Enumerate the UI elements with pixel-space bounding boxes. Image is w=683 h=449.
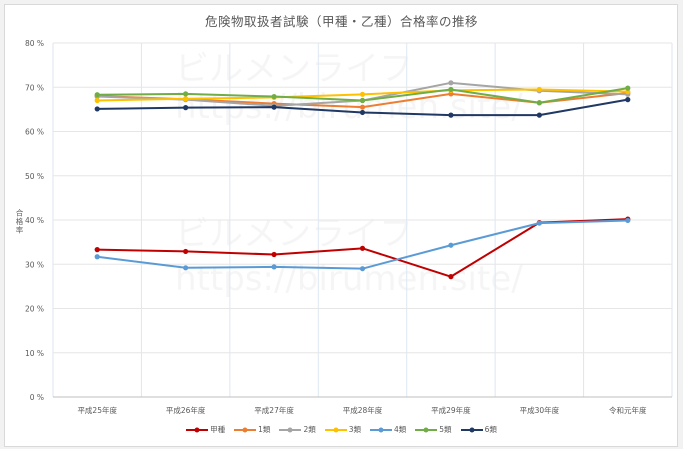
legend: 甲種 1類 2類 3類 4類 5類 6類 [0, 424, 683, 435]
data-point [448, 274, 454, 280]
y-tick-label: 30 % [25, 260, 44, 269]
x-axis-ticks: 平成25年度 平成26年度 平成27年度 平成28年度 平成29年度 平成30年度 令和元年… [77, 405, 647, 415]
data-point [94, 254, 100, 260]
data-point [94, 106, 100, 112]
y-axis-ticks: 0 % 10 % 20 % 30 % 40 % 50 % 60 % 70 % 80 % [25, 39, 44, 402]
legend-label: 3類 [348, 425, 361, 434]
x-tick-label: 平成29年度 [431, 405, 471, 415]
legend-item: 甲種 [186, 424, 225, 435]
legend-marker-icon [279, 427, 302, 432]
data-point [359, 245, 366, 251]
x-tick-label: 平成25年度 [77, 405, 117, 415]
data-point [448, 242, 454, 248]
data-point [94, 97, 100, 104]
x-tick-label: 平成28年度 [343, 405, 383, 415]
data-point [359, 104, 366, 110]
legend-item: 4類 [370, 424, 406, 435]
legend-marker-icon [324, 427, 347, 432]
legend-label: 甲種 [210, 425, 226, 434]
legend-item: 3類 [324, 424, 361, 435]
data-point [271, 251, 277, 258]
x-tick-label: 平成30年度 [520, 405, 560, 415]
data-point [536, 220, 542, 226]
x-tick-label: 平成26年度 [166, 405, 206, 415]
data-point [448, 80, 454, 86]
legend-marker-icon [370, 427, 392, 432]
y-tick-label: 80 % [25, 39, 44, 48]
data-point [359, 109, 366, 116]
legend-marker-icon [460, 427, 483, 432]
legend-label: 6類 [484, 425, 497, 434]
data-point [183, 105, 189, 111]
legend-label: 4類 [394, 425, 407, 434]
series-line [94, 97, 631, 118]
data-point [183, 91, 189, 97]
legend-marker-icon [234, 427, 257, 432]
legend-item: 5類 [415, 424, 452, 435]
y-tick-label: 50 % [25, 172, 44, 181]
chart-frame [4, 4, 678, 447]
y-tick-label: 20 % [25, 305, 44, 314]
y-tick-label: 70 % [25, 83, 44, 92]
chart-title: 危険物取扱者試験（甲種・乙種）合格率の推移 [204, 14, 478, 29]
watermark-text: ビルメンライフ [175, 49, 413, 89]
data-point [625, 97, 631, 103]
legend-label: 5類 [439, 425, 452, 434]
data-point [271, 93, 277, 100]
data-point [448, 112, 454, 118]
y-tick-label: 60 % [25, 128, 44, 137]
y-tick-label: 40 % [25, 216, 44, 225]
series-line [94, 85, 631, 106]
data-point [536, 86, 542, 93]
data-point [625, 217, 631, 224]
data-series [94, 80, 631, 280]
watermark: ビルメンライフhttps://birumen.site/ビルメンライフhttps… [175, 49, 523, 299]
y-axis-label: 合格率 [15, 209, 24, 235]
x-tick-label: 平成27年度 [254, 405, 294, 415]
legend-label: 1類 [258, 425, 271, 434]
y-tick-label: 10 % [25, 349, 44, 358]
data-point [359, 91, 366, 97]
data-point [271, 104, 277, 110]
x-tick-label: 令和元年度 [609, 405, 647, 415]
legend-item: 6類 [460, 424, 497, 435]
legend-label: 2類 [303, 425, 316, 434]
data-point [183, 248, 189, 255]
legend-marker-icon [186, 427, 209, 432]
data-point [536, 100, 542, 106]
data-point [94, 92, 100, 98]
data-point [448, 86, 454, 93]
data-point [94, 247, 100, 253]
data-point [183, 96, 189, 102]
legend-item: 2類 [279, 424, 316, 435]
series-line [94, 217, 631, 272]
data-point [271, 264, 277, 270]
data-point [625, 85, 631, 91]
data-point [536, 112, 542, 118]
legend-marker-icon [415, 427, 438, 432]
y-tick-label: 0 % [30, 393, 44, 402]
legend-item: 1類 [234, 424, 270, 435]
data-point [359, 97, 366, 104]
data-point [183, 265, 189, 271]
data-point [359, 266, 366, 272]
